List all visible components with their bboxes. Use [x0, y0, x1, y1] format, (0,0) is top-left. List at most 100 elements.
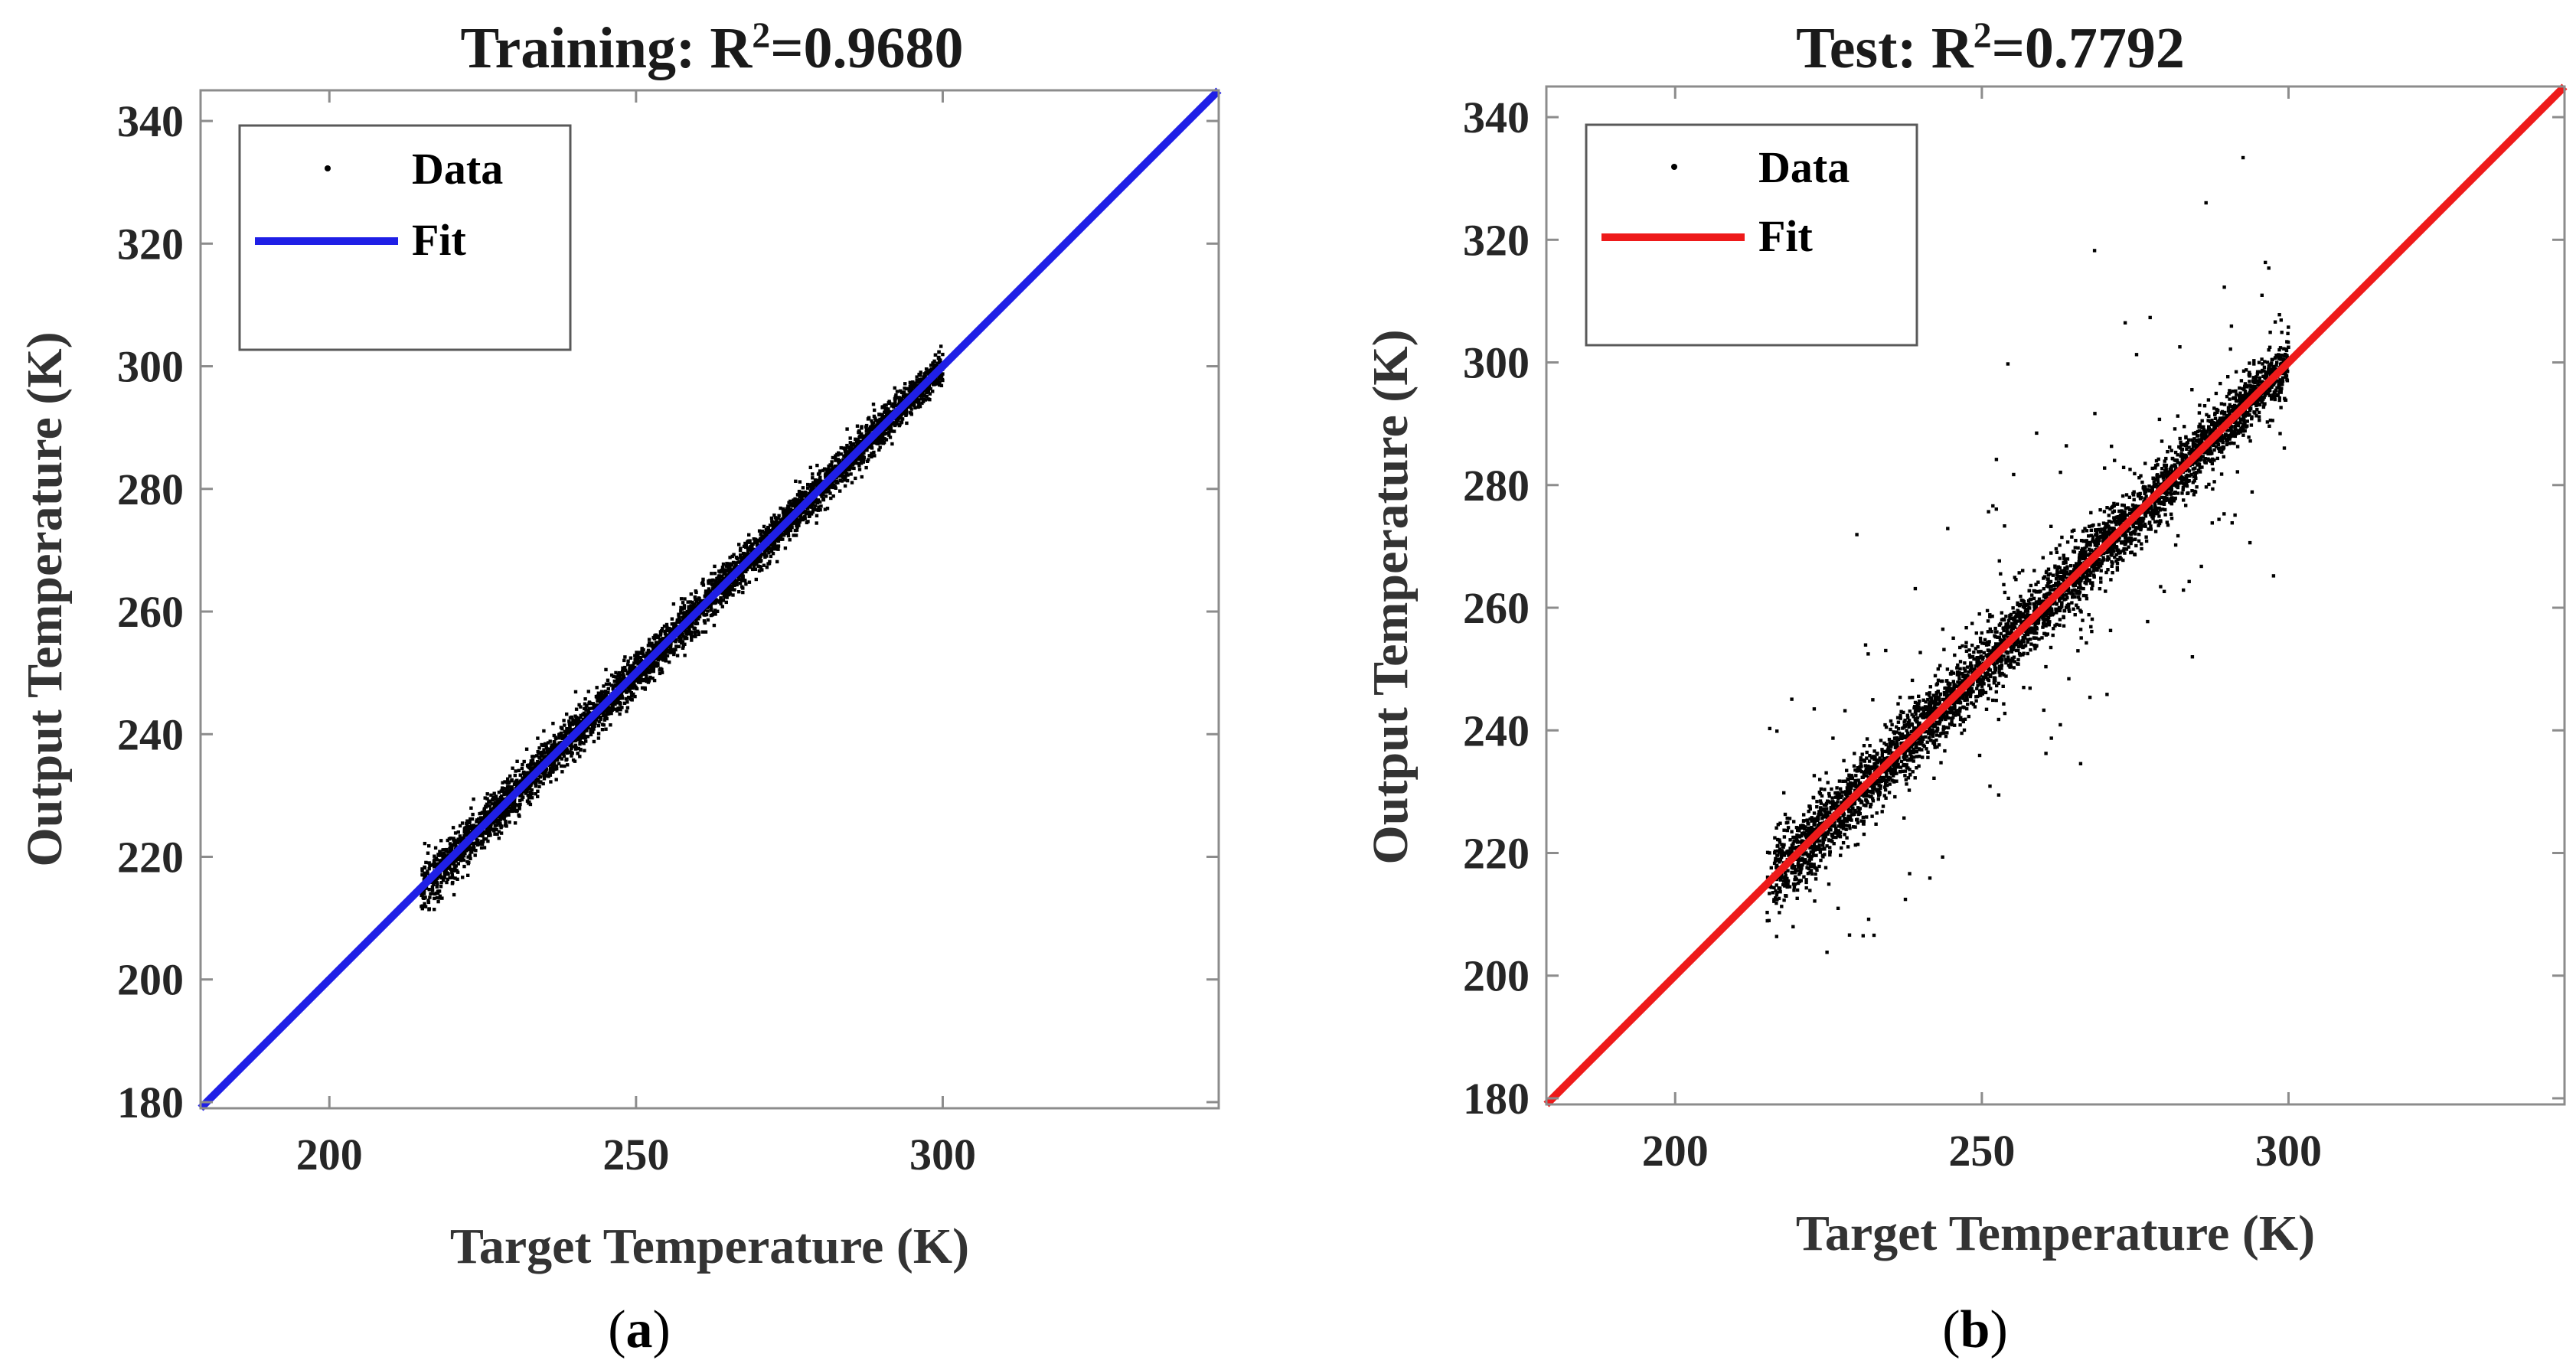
data-point	[1968, 655, 1972, 659]
data-point	[873, 454, 877, 458]
data-point	[754, 577, 758, 582]
data-point	[503, 780, 507, 784]
data-point	[1895, 716, 1900, 719]
data-point	[674, 644, 678, 648]
data-point	[665, 654, 670, 658]
data-point	[460, 856, 464, 860]
data-point	[505, 780, 509, 784]
data-point	[453, 831, 458, 835]
data-point	[544, 768, 548, 773]
data-point	[586, 711, 590, 716]
data-point	[824, 472, 828, 476]
data-point	[525, 799, 530, 803]
data-point	[586, 709, 590, 713]
data-point	[2144, 539, 2149, 543]
data-point	[724, 600, 728, 605]
data-point	[914, 384, 918, 388]
data-point	[865, 449, 869, 452]
data-point	[934, 381, 938, 385]
data-point	[837, 458, 841, 463]
data-point	[437, 853, 442, 857]
data-point	[488, 833, 492, 837]
data-point	[768, 524, 772, 527]
data-point	[603, 690, 607, 694]
data-point	[464, 825, 469, 830]
data-point	[571, 745, 575, 749]
data-point	[751, 561, 755, 565]
data-point	[481, 817, 485, 821]
data-point	[769, 550, 774, 553]
data-point	[883, 407, 887, 411]
data-point	[623, 655, 627, 659]
data-point	[619, 674, 624, 677]
data-point	[452, 868, 455, 873]
data-point	[501, 789, 505, 793]
data-point	[738, 549, 743, 553]
data-point	[1784, 879, 1788, 884]
data-point	[740, 585, 744, 589]
data-point	[684, 630, 687, 634]
data-point	[600, 723, 605, 726]
y-tick-label: 180	[117, 1078, 184, 1127]
data-point	[449, 850, 453, 853]
data-point	[499, 815, 503, 819]
data-point	[526, 793, 530, 798]
data-point	[844, 470, 847, 474]
y-tick-label: 280	[117, 465, 184, 514]
data-point	[493, 795, 497, 799]
data-point	[797, 524, 801, 527]
data-point	[791, 521, 795, 525]
data-point	[798, 480, 802, 484]
data-point	[673, 623, 677, 627]
data-point	[763, 555, 767, 559]
data-point	[803, 517, 807, 521]
data-point	[870, 455, 873, 458]
data-point	[498, 795, 503, 800]
data-point	[1812, 843, 1817, 847]
data-point	[599, 717, 602, 722]
data-point	[815, 500, 818, 504]
data-point	[637, 674, 641, 678]
data-point	[677, 612, 681, 616]
data-point	[529, 762, 533, 766]
data-point	[476, 839, 480, 843]
data-point	[605, 706, 609, 711]
data-point	[2114, 523, 2118, 527]
data-point	[762, 563, 766, 567]
data-point	[798, 519, 802, 523]
data-point	[510, 779, 514, 783]
data-point	[570, 747, 573, 751]
data-point	[456, 830, 460, 834]
data-point	[781, 510, 785, 514]
data-point	[589, 729, 593, 733]
data-point	[683, 615, 687, 620]
data-point	[825, 507, 830, 510]
data-point	[505, 787, 509, 791]
data-point	[573, 690, 578, 694]
data-point	[1851, 784, 1855, 788]
data-point	[769, 516, 774, 520]
data-point	[578, 755, 582, 758]
data-point	[905, 421, 909, 426]
data-point	[606, 690, 610, 695]
data-point	[630, 698, 634, 702]
data-point	[576, 746, 580, 751]
data-point	[867, 432, 871, 435]
data-point	[671, 647, 674, 651]
data-point	[514, 784, 519, 788]
data-point	[559, 752, 563, 755]
data-point	[2115, 566, 2119, 569]
data-point	[818, 508, 822, 512]
data-point	[685, 636, 689, 641]
legend-label-data: Data	[412, 144, 503, 194]
data-point	[640, 673, 644, 677]
data-point	[458, 824, 462, 828]
data-point	[602, 684, 606, 688]
data-point	[898, 414, 902, 418]
data-point	[551, 747, 555, 752]
data-point	[775, 538, 779, 542]
data-point	[535, 754, 539, 758]
data-point	[873, 418, 877, 422]
data-point	[557, 755, 561, 759]
data-point	[719, 596, 723, 600]
